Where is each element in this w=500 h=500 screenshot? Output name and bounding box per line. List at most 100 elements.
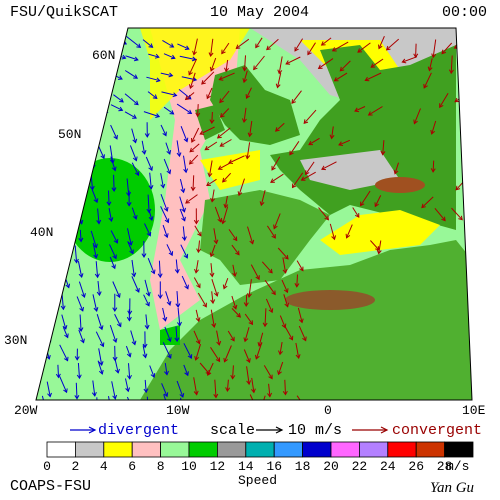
wind-arrow-head bbox=[94, 273, 100, 279]
wind-arrow-head bbox=[320, 41, 326, 46]
colorbar-tick-label: 22 bbox=[352, 459, 368, 474]
wind-arrow-head bbox=[55, 373, 61, 379]
wind-arrow bbox=[128, 363, 131, 379]
wind-arrow bbox=[365, 72, 382, 81]
wind-arrow bbox=[43, 40, 57, 45]
wind-arrow-head bbox=[219, 98, 224, 104]
colorbar-tick-label: 0 bbox=[43, 459, 51, 474]
wind-arrow bbox=[228, 229, 238, 241]
wind-arrow-head bbox=[196, 248, 202, 254]
color-box bbox=[245, 441, 275, 458]
color-box bbox=[216, 441, 247, 458]
wind-arrow-head bbox=[242, 66, 248, 72]
wind-arrow-head bbox=[48, 285, 54, 291]
wind-arrow-head bbox=[367, 111, 373, 116]
wind-arrow-head bbox=[183, 253, 189, 259]
wind-arrow-head bbox=[169, 110, 175, 115]
wind-arrow bbox=[109, 256, 116, 269]
wind-arrow-head bbox=[268, 268, 273, 274]
wind-arrow bbox=[266, 225, 276, 239]
wind-arrow-head bbox=[93, 253, 99, 259]
wind-arrow bbox=[181, 275, 189, 289]
wind-arrow-head bbox=[204, 405, 208, 409]
wind-arrow-head bbox=[180, 188, 186, 194]
wind-arrow bbox=[58, 189, 64, 201]
wind-arrow bbox=[61, 314, 67, 330]
wind-arrow bbox=[131, 207, 137, 220]
wind-arrow bbox=[211, 291, 214, 304]
wind-arrow-head bbox=[284, 302, 290, 308]
color-box bbox=[330, 441, 360, 458]
wind-arrow-head bbox=[78, 273, 84, 279]
wind-arrow-head bbox=[308, 140, 313, 146]
wind-arrow bbox=[285, 56, 301, 65]
wind-arrow bbox=[210, 38, 214, 57]
wind-arrow bbox=[93, 108, 108, 113]
wind-arrow bbox=[394, 162, 399, 174]
wind-arrow bbox=[143, 111, 160, 118]
wind-arrow-head bbox=[75, 77, 81, 83]
wind-arrow-head bbox=[113, 134, 118, 140]
wind-arrow bbox=[224, 345, 232, 362]
wind-arrow-head bbox=[354, 213, 360, 218]
wind-arrow bbox=[295, 342, 300, 359]
wind-arrow-head bbox=[95, 408, 99, 412]
wind-arrow bbox=[464, 128, 467, 141]
wind-arrow bbox=[162, 307, 166, 321]
wind-arrow bbox=[148, 53, 160, 58]
wind-arrow bbox=[296, 274, 298, 287]
wind-arrow bbox=[160, 194, 168, 212]
wind-arrow-head bbox=[215, 357, 221, 363]
wind-arrow-head bbox=[237, 191, 243, 197]
wind-arrow bbox=[321, 161, 337, 170]
wind-arrow bbox=[296, 260, 304, 271]
wind-arrow bbox=[212, 401, 214, 415]
wind-arrow-head bbox=[157, 294, 163, 300]
wind-arrow-head bbox=[136, 43, 142, 48]
wind-arrow bbox=[214, 379, 217, 398]
colorbar-tick-label: 2 bbox=[71, 459, 79, 474]
wind-arrow bbox=[201, 71, 215, 85]
wind-arrow bbox=[39, 359, 42, 374]
legend-scale-value: 10 m/s bbox=[288, 422, 342, 439]
wind-arrow-head bbox=[378, 44, 383, 50]
wind-arrow bbox=[163, 53, 175, 59]
wind-arrow-head bbox=[91, 392, 97, 397]
wind-arrow-head bbox=[170, 54, 176, 60]
wind-arrow-head bbox=[253, 405, 257, 409]
wind-arrow bbox=[74, 245, 78, 263]
arrow-head bbox=[380, 426, 389, 434]
wind-arrow-head bbox=[413, 119, 418, 125]
wind-arrow-head bbox=[93, 307, 99, 312]
wind-arrow bbox=[162, 224, 168, 238]
wind-arrow bbox=[195, 343, 201, 361]
wind-arrow bbox=[434, 207, 446, 221]
wind-arrow bbox=[189, 154, 199, 165]
wind-arrow bbox=[255, 342, 263, 359]
wind-arrow bbox=[292, 172, 304, 188]
wind-arrow bbox=[219, 72, 235, 81]
wind-arrow bbox=[176, 140, 180, 157]
wind-arrow-head bbox=[59, 196, 65, 202]
wind-arrow-head bbox=[183, 137, 189, 143]
wind-arrow bbox=[97, 208, 100, 224]
wind-arrow bbox=[244, 327, 250, 342]
wind-arrow-head bbox=[300, 402, 304, 406]
wind-arrow-head bbox=[458, 215, 463, 221]
wind-arrow-head bbox=[103, 38, 109, 43]
wind-arrow-head bbox=[471, 220, 472, 226]
wind-arrow-head bbox=[60, 167, 66, 173]
wind-arrow-head bbox=[169, 43, 175, 48]
wind-arrow bbox=[160, 124, 167, 136]
wind-arrow bbox=[284, 379, 286, 395]
wind-arrow bbox=[321, 37, 332, 46]
wind-arrow bbox=[210, 244, 216, 257]
wind-arrow bbox=[127, 228, 132, 246]
wind-arrow bbox=[42, 138, 47, 155]
wind-arrow-head bbox=[251, 388, 256, 394]
wind-arrow bbox=[47, 162, 55, 178]
wind-arrow-head bbox=[74, 356, 80, 361]
wind-arrow-head bbox=[423, 83, 428, 89]
wind-arrow bbox=[114, 359, 119, 373]
